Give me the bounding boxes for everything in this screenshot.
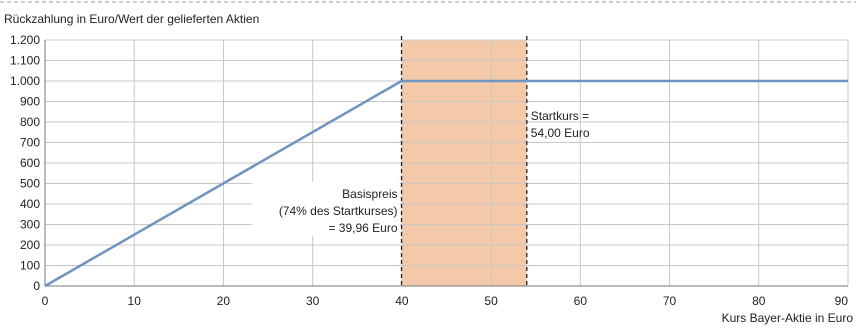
y-axis-title: Rückzahlung in Euro/Wert der gelieferten… [4,12,259,26]
y-tick-label: 300 [20,218,40,232]
annotation-basispreis-line: (74% des Startkurses) [279,204,398,218]
x-tick-label: 10 [128,294,142,308]
x-tick-labels: 0 10 20 30 40 50 60 70 80 90 [42,294,849,308]
y-tick-labels: 0 100 200 300 400 500 600 700 800 900 1.000 1.100 1.… [10,33,40,293]
x-tick-label: 90 [835,294,849,308]
y-tick-label: 700 [20,136,40,150]
annotation-startkurs-line: Startkurs = [531,109,589,123]
y-tick-label: 1.100 [10,54,40,68]
annotations: Basispreis (74% des Startkurses) = 39,96 E… [251,109,590,236]
x-tick-label: 0 [42,294,49,308]
x-tick-label: 20 [217,294,231,308]
y-tick-label: 1.200 [10,33,40,47]
x-tick-label: 70 [663,294,677,308]
payoff-line [44,79,848,288]
y-tick-label: 200 [20,238,40,252]
annotation-startkurs-line: 54,00 Euro [531,126,590,140]
x-tick-label: 30 [306,294,320,308]
y-tick-label: 1.000 [10,74,40,88]
y-tick-label: 400 [20,197,40,211]
y-tick-label: 900 [20,95,40,109]
x-axis-title: Kurs Bayer-Aktie in Euro [722,311,854,325]
axes [44,40,848,287]
y-tick-label: 600 [20,156,40,170]
x-tick-label: 40 [395,294,409,308]
y-tick-label: 100 [20,259,40,273]
annotation-bg [251,182,400,236]
annotation-basispreis-line: Basispreis [342,187,397,201]
y-tick-label: 800 [20,115,40,129]
annotation-basispreis-line: = 39,96 Euro [328,221,397,235]
x-tick-label: 60 [574,294,588,308]
x-tick-label: 50 [484,294,498,308]
x-tick-label: 80 [752,294,766,308]
y-tick-label: 0 [33,279,40,293]
y-tick-label: 500 [20,177,40,191]
series-group [44,79,848,288]
